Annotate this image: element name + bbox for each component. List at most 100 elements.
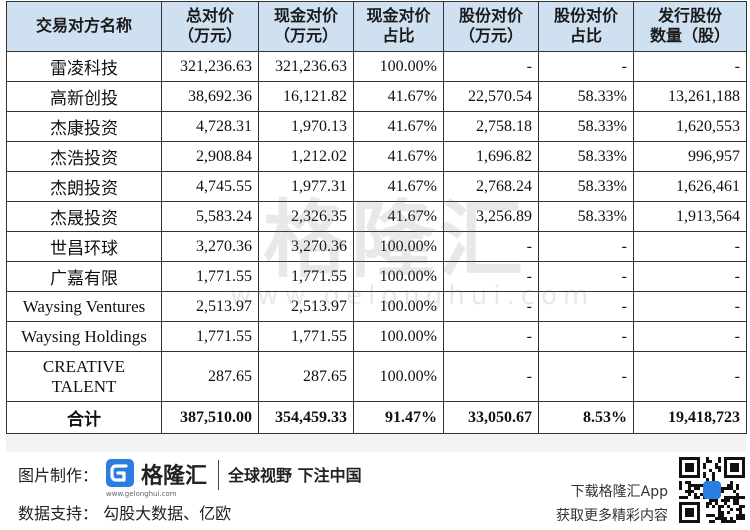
cell-cash-ratio: 100.00% (353, 231, 444, 262)
cell-total: 1,771.55 (161, 261, 259, 292)
table-row: 杰浩投资 2,908.84 1,212.02 41.67% 1,696.82 58.33%… (6, 141, 747, 172)
table-row: 杰康投资 4,728.31 1,970.13 41.67% 2,758.18 58.33%… (6, 111, 747, 142)
cell-counterparty: Waysing Holdings (6, 321, 162, 352)
cell-total: 287.65 (161, 351, 259, 402)
cell-counterparty: CREATIVE TALENT (6, 351, 162, 402)
download-app-text: 下载格隆汇App (570, 484, 668, 500)
cell-cash: 287.65 (258, 351, 354, 402)
total-row: 合计 387,510.00 354,459.33 91.47% 33,050.67 8.5… (6, 401, 747, 434)
cell-shares-issued: 1,913,564 (633, 201, 747, 232)
header-shares-issued: 发行股份 数量（股） (633, 1, 747, 52)
cell-share: - (443, 261, 539, 292)
qr-code-icon[interactable] (679, 457, 745, 523)
slogan: 全球视野 下注中国 (228, 466, 362, 485)
brand-name: 格隆汇 (141, 464, 208, 489)
header-cash-ratio: 现金对价 占比 (353, 1, 444, 52)
cell-counterparty: 合计 (6, 401, 162, 434)
cell-counterparty: Waysing Ventures (6, 291, 162, 322)
cell-share-ratio: - (538, 51, 634, 82)
cell-cash-ratio: 41.67% (353, 171, 444, 202)
cell-share: 3,256.89 (443, 201, 539, 232)
cell-total: 4,745.55 (161, 171, 259, 202)
cell-shares-issued: - (633, 291, 747, 322)
cell-share: 1,696.82 (443, 141, 539, 172)
cell-counterparty: 广嘉有限 (6, 261, 162, 292)
cell-share: 2,768.24 (443, 171, 539, 202)
cell-share: 22,570.54 (443, 81, 539, 112)
cell-counterparty: 杰晟投资 (6, 201, 162, 232)
cell-share-ratio: 58.33% (538, 111, 634, 142)
cell-total: 3,270.36 (161, 231, 259, 262)
header-total-consideration: 总对价 （万元） (161, 1, 259, 52)
cell-total: 321,236.63 (161, 51, 259, 82)
cell-cash-ratio: 100.00% (353, 261, 444, 292)
cell-cash: 16,121.82 (258, 81, 354, 112)
cell-share: 2,758.18 (443, 111, 539, 142)
table-row: CREATIVE TALENT 287.65 287.65 100.00% - - - (6, 351, 747, 402)
table-row: 世昌环球 3,270.36 3,270.36 100.00% - - - (6, 231, 747, 262)
header-counterparty: 交易对方名称 (6, 1, 162, 52)
gelonghui-logo-icon (106, 459, 134, 487)
cell-share-ratio: 58.33% (538, 201, 634, 232)
cell-cash: 354,459.33 (258, 401, 354, 434)
cell-shares-issued: 996,957 (633, 141, 747, 172)
cell-shares-issued: - (633, 261, 747, 292)
cell-cash-ratio: 100.00% (353, 51, 444, 82)
cell-counterparty: 杰朗投资 (6, 171, 162, 202)
cell-share-ratio: - (538, 261, 634, 292)
cell-cash: 321,236.63 (258, 51, 354, 82)
cell-total: 4,728.31 (161, 111, 259, 142)
cell-total: 5,583.24 (161, 201, 259, 232)
cell-share-ratio: 58.33% (538, 141, 634, 172)
cell-share-ratio: - (538, 291, 634, 322)
cell-share-ratio: - (538, 231, 634, 262)
table-row: Waysing Holdings 1,771.55 1,771.55 100.00% -… (6, 321, 747, 352)
table-row: 杰晟投资 5,583.24 2,326.35 41.67% 3,256.89 58.33%… (6, 201, 747, 232)
cell-counterparty: 高新创投 (6, 81, 162, 112)
cell-cash: 1,771.55 (258, 321, 354, 352)
cell-shares-issued: - (633, 51, 747, 82)
cell-shares-issued: - (633, 351, 747, 402)
cell-cash: 2,513.97 (258, 291, 354, 322)
cell-counterparty: 杰浩投资 (6, 141, 162, 172)
cell-cash: 2,326.35 (258, 201, 354, 232)
brand-url: www.gelonghui.com (106, 490, 177, 498)
cell-cash-ratio: 91.47% (353, 401, 444, 434)
cell-share-ratio: - (538, 351, 634, 402)
cell-share: - (443, 231, 539, 262)
cell-counterparty: 雷凌科技 (6, 51, 162, 82)
data-source: 数据支持： 勾股大数据、亿欧 (18, 504, 232, 523)
cell-share-ratio: 8.53% (538, 401, 634, 434)
cell-cash-ratio: 41.67% (353, 81, 444, 112)
cell-share: 33,050.67 (443, 401, 539, 434)
cell-cash: 1,977.31 (258, 171, 354, 202)
cell-counterparty: 杰康投资 (6, 111, 162, 142)
cell-shares-issued: 19,418,723 (633, 401, 747, 434)
header-cash-consideration: 现金对价 （万元） (258, 1, 354, 52)
cell-cash: 1,771.55 (258, 261, 354, 292)
more-content-text: 获取更多精彩内容 (556, 508, 668, 524)
footer-divider (218, 460, 219, 490)
table-row: 高新创投 38,692.36 16,121.82 41.67% 22,570.54 58.… (6, 81, 747, 112)
cell-shares-issued: 13,261,188 (633, 81, 747, 112)
transaction-table: 交易对方名称 总对价 （万元） 现金对价 （万元） 现金对价 占比 股份对价 （万元） … (6, 1, 747, 434)
cell-share-ratio: 58.33% (538, 81, 634, 112)
cell-total: 387,510.00 (161, 401, 259, 434)
header-share-ratio: 股份对价 占比 (538, 1, 634, 52)
cell-share: - (443, 321, 539, 352)
cell-cash-ratio: 41.67% (353, 201, 444, 232)
header-row: 交易对方名称 总对价 （万元） 现金对价 （万元） 现金对价 占比 股份对价 （万元） … (6, 1, 747, 52)
cell-cash-ratio: 41.67% (353, 141, 444, 172)
cell-shares-issued: 1,626,461 (633, 171, 747, 202)
cell-share-ratio: 58.33% (538, 171, 634, 202)
cell-share: - (443, 51, 539, 82)
cell-share: - (443, 351, 539, 402)
cell-cash-ratio: 100.00% (353, 291, 444, 322)
cell-share: - (443, 291, 539, 322)
cell-total: 2,513.97 (161, 291, 259, 322)
credit-label: 图片制作： (18, 466, 99, 485)
table-row: Waysing Ventures 2,513.97 2,513.97 100.00% -… (6, 291, 747, 322)
cell-cash-ratio: 100.00% (353, 351, 444, 402)
table-row: 广嘉有限 1,771.55 1,771.55 100.00% - - - (6, 261, 747, 292)
cell-shares-issued: - (633, 321, 747, 352)
